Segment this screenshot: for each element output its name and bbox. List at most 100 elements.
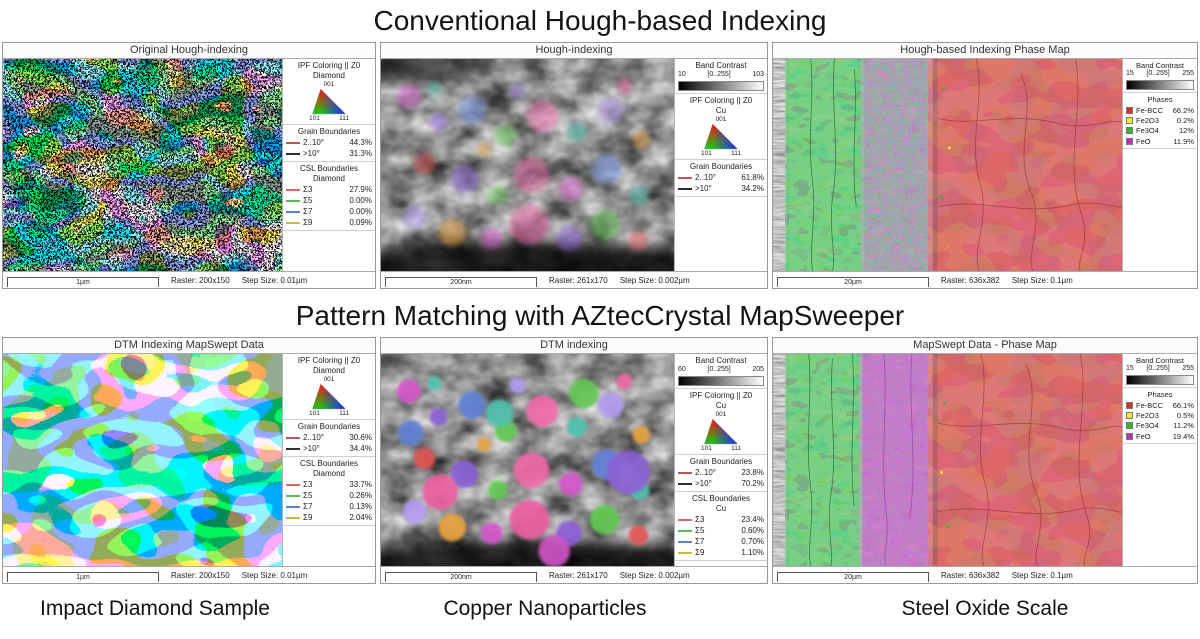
band-contrast-section: Band Contrast 60 [0..255] 205 [675, 354, 767, 389]
phase-row: FeO 19.4% [1126, 432, 1194, 441]
legend-row: Σ7 0.00% [286, 207, 372, 217]
panel-title: Original Hough-indexing [3, 43, 375, 59]
boundary-line-swatch [678, 530, 692, 533]
legend-row: 2..10° 30.6% [286, 433, 372, 443]
grain-boundaries-title: Grain Boundaries [297, 422, 361, 432]
phase-map-steel-hough [773, 59, 1122, 271]
grain-boundaries-section: Grain Boundaries 2..10° 44.3% >10° 31.3% [283, 125, 375, 163]
legend-row: Σ3 33.7% [286, 480, 372, 490]
ipf-corner-labels: 101 111 [309, 115, 349, 122]
boundary-line-swatch [678, 552, 692, 555]
panel-original-hough-indexing: Original Hough-indexing IPF Coloring || … [2, 42, 376, 289]
boundary-line-swatch [286, 211, 300, 214]
map-info-bar: 20µm Raster: 636x382 Step Size: 0.1µm [773, 566, 1197, 583]
legend-row: Σ9 0.09% [286, 218, 372, 228]
phase-color-swatch [1126, 422, 1133, 430]
ipf-phase: Cu [715, 400, 727, 410]
raster-info: Raster: 636x382 [941, 275, 1000, 285]
ipf-coloring-section: IPF Coloring || Z0 Cu 001 101 111 [675, 94, 767, 161]
raster-info: Raster: 261x170 [549, 275, 608, 285]
boundary-line-swatch [286, 222, 300, 225]
grain-boundaries-title: Grain Boundaries [689, 457, 753, 467]
panel-title: Hough-indexing [381, 43, 767, 59]
phase-color-swatch [1126, 106, 1133, 114]
boundary-line-swatch [286, 484, 300, 487]
raster-info: Raster: 200x150 [171, 275, 230, 285]
ipf-corner-labels: 101 111 [701, 150, 741, 157]
band-contrast-scale: 60 [0..255] 205 [678, 366, 764, 373]
phase-row: Fe2O3 0.5% [1126, 411, 1194, 420]
phase-color-swatch [1126, 432, 1133, 440]
boundary-line-swatch [286, 495, 300, 498]
panel-dtm-mapswept-diamond: DTM Indexing MapSwept Data IPF Coloring … [2, 337, 376, 584]
boundary-line-swatch [286, 506, 300, 509]
scale-bar: 1µm [7, 571, 159, 582]
map-legend: Band Contrast 60 [0..255] 205 IPF Colori… [674, 354, 767, 566]
band-contrast-section: Band Contrast 10 [0..255] 103 [675, 59, 767, 94]
map-canvas [3, 59, 282, 271]
map-canvas [381, 59, 674, 271]
panel-title: MapSwept Data - Phase Map [773, 338, 1197, 354]
phase-color-swatch [1126, 401, 1133, 409]
band-contrast-scale: 10 [0..255] 103 [678, 71, 764, 78]
band-contrast-gradient [678, 375, 764, 386]
boundary-line-swatch [678, 472, 692, 475]
legend-row: Σ7 0.13% [286, 502, 372, 512]
boundary-line-swatch [678, 483, 692, 486]
ipf-corner-111: 111 [731, 149, 741, 157]
map-info-bar: 200nm Raster: 261x170 Step Size: 0.002µm [381, 271, 767, 288]
ipf-triangle-icon [704, 123, 738, 150]
boundary-line-swatch [286, 200, 300, 203]
ipf-corner-001: 001 [715, 115, 727, 123]
boundary-line-swatch [286, 153, 300, 156]
phase-color-swatch [1126, 127, 1133, 135]
legend-row: Σ5 0.26% [286, 491, 372, 501]
phase-row: Fe-BCC 66.1% [1126, 401, 1194, 410]
panel-hough-phase-map: Hough-based Indexing Phase Map [772, 42, 1198, 289]
step-size-info: Step Size: 0.1µm [1011, 570, 1073, 580]
map-legend: IPF Coloring || Z0 Diamond 001 101 111 G… [282, 354, 375, 566]
phase-row: Fe2O3 0.2% [1126, 116, 1194, 125]
legend-row: >10° 34.2% [678, 184, 764, 194]
band-contrast-gradient [678, 80, 764, 91]
ipf-corner-001: 001 [715, 410, 727, 418]
legend-row: Σ5 0.60% [678, 526, 764, 536]
map-info-bar: 20µm Raster: 636x382 Step Size: 0.1µm [773, 271, 1197, 288]
band-contrast-scale: 15 [0..255] 255 [1126, 70, 1194, 78]
panel-mapswept-phase-map: MapSwept Data - Phase Map [772, 337, 1198, 584]
grain-boundaries-section: Grain Boundaries 2..10° 23.8% >10° 70.2% [675, 455, 767, 493]
boundary-line-swatch [286, 142, 300, 145]
ipf-corner-001: 001 [323, 376, 335, 383]
legend-row: Σ3 27.9% [286, 185, 372, 195]
boundary-specks [940, 87, 951, 248]
band-contrast-scale: 15 [0..255] 255 [1126, 365, 1194, 373]
phase-row: Fe3O4 12% [1126, 126, 1194, 135]
ipf-corner-001: 001 [323, 81, 335, 88]
phase-map-steel-mapswept [773, 354, 1122, 566]
band-contrast-title: Band Contrast [695, 356, 747, 365]
legend-row: Σ5 0.00% [286, 196, 372, 206]
step-size-info: Step Size: 0.002µm [619, 570, 690, 580]
phase-row: Fe-BCC 66.2% [1126, 106, 1194, 115]
panel-dtm-indexing-cu: DTM indexing Band Contrast [380, 337, 768, 584]
boundary-line-swatch [678, 177, 692, 180]
boundary-line-swatch [678, 541, 692, 544]
ipf-corner-111: 111 [731, 444, 741, 452]
csl-title: CSL Boundaries [692, 494, 750, 504]
map-info-bar: 200nm Raster: 261x170 Step Size: 0.002µm [381, 566, 767, 583]
ipf-phase: Diamond [312, 71, 345, 80]
legend-row: >10° 34.4% [286, 444, 372, 454]
raster-info: Raster: 261x170 [549, 570, 608, 580]
panel-body: IPF Coloring || Z0 Diamond 001 101 111 G… [3, 354, 375, 566]
csl-phase: Cu [715, 504, 727, 514]
map-info-bar: 1µm Raster: 200x150 Step Size: 0.01µm [3, 566, 375, 583]
ipf-triangle-icon [312, 383, 346, 410]
step-size-info: Step Size: 0.01µm [241, 570, 308, 580]
ipf-coloring-section: IPF Coloring || Z0 Diamond 001 101 111 [283, 354, 375, 421]
band-contrast-title: Band Contrast [695, 61, 747, 70]
panel-body: Band Contrast 60 [0..255] 205 IPF Colori… [381, 354, 767, 566]
grain-boundaries-section: Grain Boundaries 2..10° 30.6% >10° 34.4% [283, 420, 375, 458]
raster-info: Raster: 636x382 [941, 570, 1000, 580]
boundary-line-swatch [286, 517, 300, 520]
map-canvas [3, 354, 282, 566]
